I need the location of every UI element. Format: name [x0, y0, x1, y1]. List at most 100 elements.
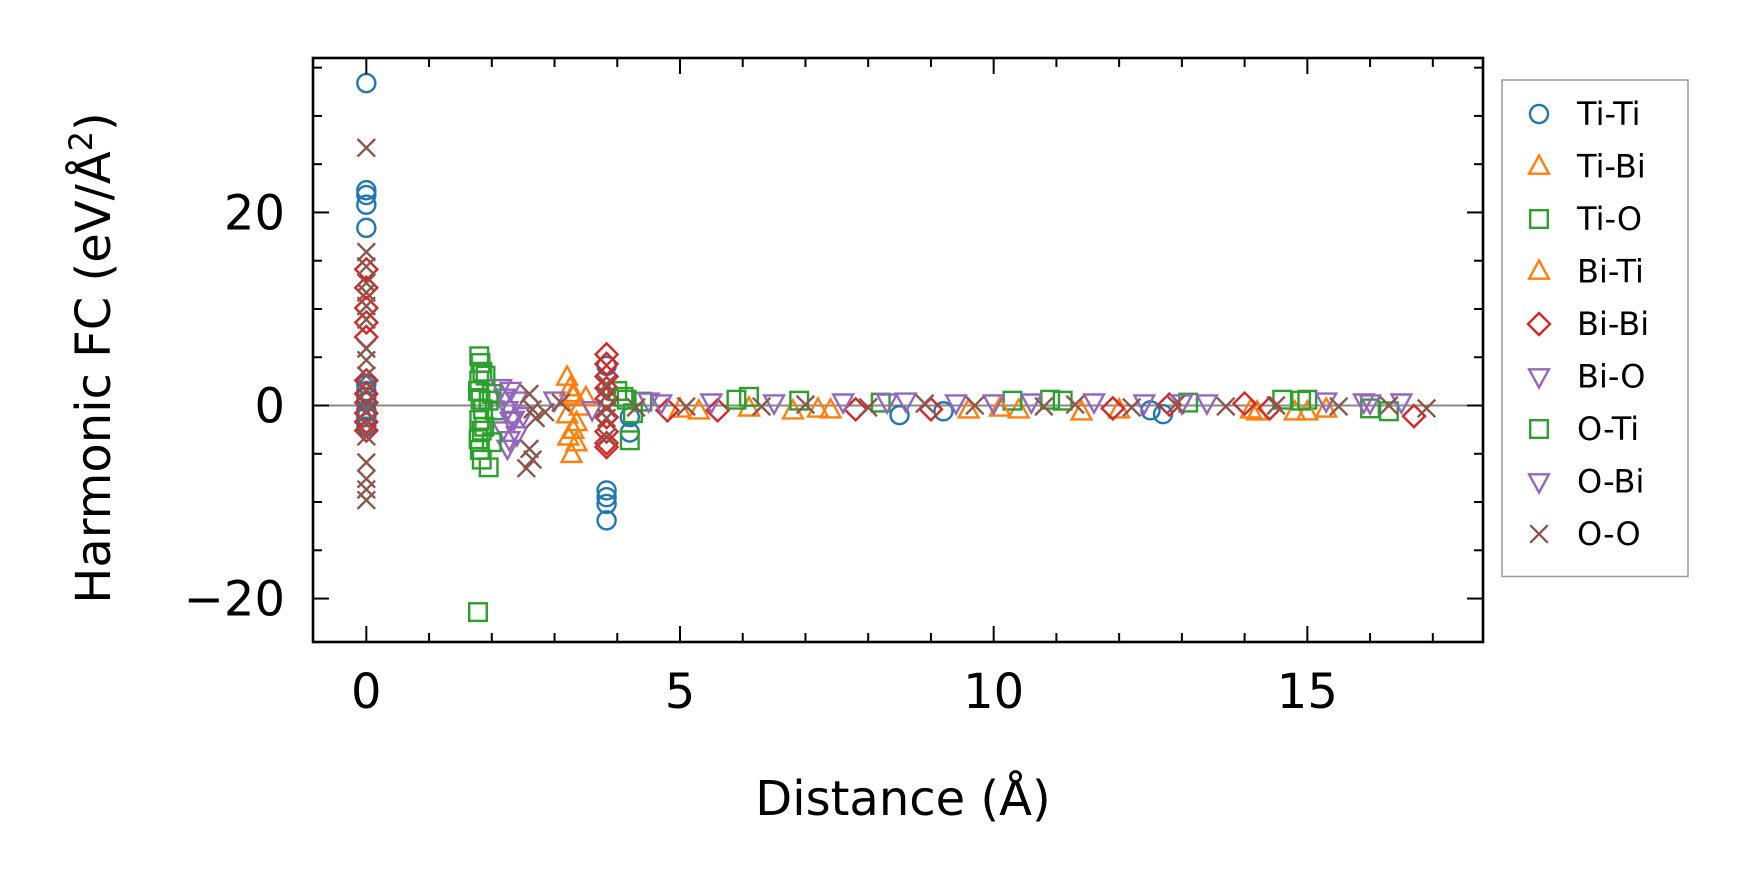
data-point [504, 426, 529, 448]
data-point [356, 392, 376, 413]
legend-marker [1527, 473, 1551, 496]
data-point [356, 273, 376, 293]
data-point [596, 427, 617, 448]
data-point [1019, 393, 1044, 416]
legend-marker [1528, 208, 1549, 229]
data-point [474, 416, 495, 437]
data-point [356, 365, 376, 386]
legend-label: Ti-O [1576, 200, 1642, 238]
data-point [593, 418, 620, 445]
data-point [564, 409, 589, 432]
data-point [842, 396, 869, 423]
data-point [356, 452, 376, 473]
data-point [751, 396, 772, 417]
data-point [516, 458, 536, 478]
legend-label: O-Bi [1577, 463, 1644, 501]
series-o-bi [498, 381, 1382, 448]
legend-marker [1529, 524, 1549, 544]
data-point [481, 432, 502, 453]
legend-item: Ti-Bi [1527, 148, 1646, 186]
data-point [478, 457, 499, 478]
series-o-ti [474, 365, 1312, 453]
data-point [795, 394, 816, 415]
data-point [1329, 396, 1349, 417]
data-point [988, 394, 1012, 417]
legend-item: Ti-Ti [1528, 95, 1641, 133]
y-tick-label: 20 [224, 185, 285, 241]
data-point [965, 395, 985, 416]
data-point [1266, 395, 1286, 416]
data-point [593, 404, 620, 430]
legend-marker [1528, 419, 1549, 440]
data-point [596, 398, 617, 419]
legend-label: O-O [1577, 515, 1641, 553]
data-point [511, 406, 536, 429]
legend-item: Bi-Bi [1526, 305, 1649, 343]
data-point [1034, 396, 1054, 417]
y-axis-label-main: Harmonic FC (eV/Å [65, 151, 122, 604]
data-point [526, 408, 546, 428]
data-point [699, 393, 724, 416]
data-point [1378, 401, 1399, 422]
data-point [1082, 393, 1106, 416]
legend-label: O-Ti [1577, 410, 1639, 448]
data-point [1156, 391, 1183, 418]
legend-marker [1527, 152, 1551, 175]
data-point [356, 217, 377, 239]
legend-marker [1527, 368, 1551, 391]
x-axis-label: Distance (Å) [755, 770, 1050, 827]
x-tick-label: 10 [963, 664, 1024, 720]
data-point [1314, 395, 1339, 418]
data-point [1165, 394, 1186, 415]
data-point [498, 381, 523, 404]
y-axis-label: Harmonic FC (eV/Å2) [62, 112, 122, 604]
data-point [1416, 398, 1437, 419]
data-point [676, 396, 696, 417]
legend-item: O-Ti [1528, 410, 1639, 448]
data-point [1002, 390, 1023, 411]
data-point [556, 423, 581, 446]
legend-marker [1527, 257, 1551, 280]
y-axis-label-close: ) [66, 112, 122, 131]
data-point [522, 449, 543, 470]
data-point [933, 401, 954, 422]
data-point [981, 394, 1006, 417]
data-point [1291, 390, 1312, 411]
axes-frame [311, 56, 1485, 644]
x-tick-label: 15 [1277, 664, 1338, 720]
legend-item: Bi-Ti [1527, 253, 1644, 291]
data-point [1132, 394, 1157, 417]
y-tick-label: −20 [184, 572, 285, 628]
data-point [831, 393, 856, 416]
plot-area [313, 72, 1483, 623]
legend-item: O-Bi [1527, 463, 1644, 501]
data-point [626, 397, 646, 418]
data-point [1122, 397, 1142, 418]
data-point [356, 296, 376, 316]
x-tick-label: 5 [665, 664, 696, 720]
data-point [356, 350, 376, 370]
legend-label: Bi-O [1577, 358, 1645, 396]
data-point [889, 404, 910, 426]
data-point [596, 480, 617, 501]
data-point [944, 394, 968, 417]
data-point [356, 282, 376, 303]
data-point [858, 397, 878, 418]
data-point [619, 430, 640, 451]
x-tick-label: 0 [351, 664, 382, 720]
data-point [353, 309, 380, 336]
data-point [356, 72, 377, 94]
data-point [596, 493, 617, 515]
data-point [1100, 395, 1126, 422]
data-point [356, 406, 377, 428]
data-point [559, 441, 584, 464]
data-point [593, 351, 620, 377]
data-point [875, 393, 899, 416]
data-point [1379, 395, 1399, 416]
y-tick-label: 0 [254, 379, 285, 435]
data-point [1195, 394, 1219, 417]
data-point [353, 417, 380, 444]
data-point [519, 384, 540, 404]
data-point [356, 180, 377, 201]
